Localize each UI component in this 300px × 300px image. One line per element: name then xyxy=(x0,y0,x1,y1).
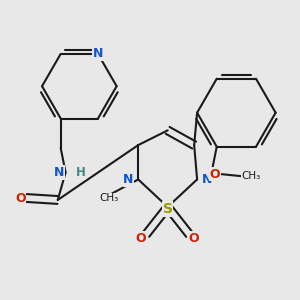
Text: S: S xyxy=(163,202,173,216)
Text: O: O xyxy=(209,168,220,181)
Text: O: O xyxy=(15,191,26,205)
Text: N: N xyxy=(93,47,103,60)
Text: CH₃: CH₃ xyxy=(99,193,119,203)
Text: N: N xyxy=(53,166,64,179)
Text: O: O xyxy=(189,232,200,245)
Text: N: N xyxy=(123,173,134,186)
Text: H: H xyxy=(75,166,85,179)
Text: N: N xyxy=(202,173,212,186)
Text: CH₃: CH₃ xyxy=(242,171,261,181)
Text: O: O xyxy=(136,232,146,245)
